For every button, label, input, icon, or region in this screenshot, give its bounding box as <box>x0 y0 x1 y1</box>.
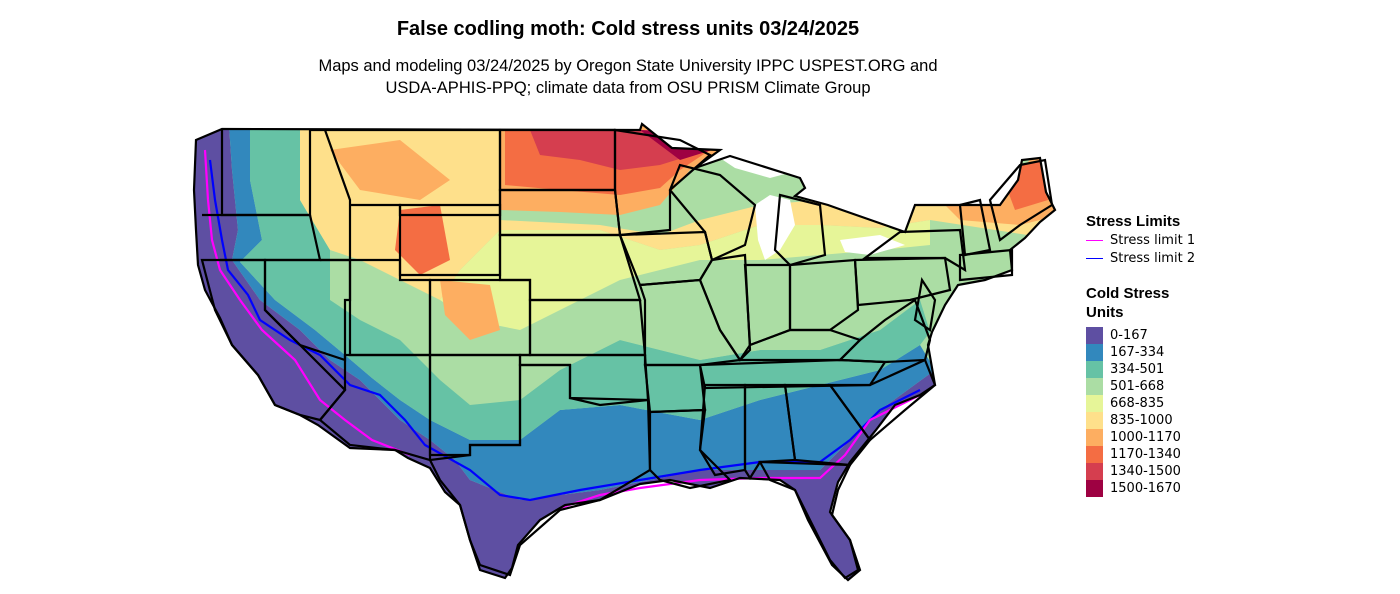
cold-stress-bin-item: 668-835 <box>1086 395 1206 412</box>
cold-stress-bin-swatch <box>1086 463 1103 480</box>
stress-limits-legend: Stress Limits Stress limit 1 Stress limit… <box>1086 212 1195 267</box>
cold-stress-bin-swatch <box>1086 429 1103 446</box>
cold-stress-bin-swatch <box>1086 344 1103 361</box>
cold-stress-bin-item: 167-334 <box>1086 344 1206 361</box>
units-title-line-1: Cold Stress <box>1086 285 1170 302</box>
cold-stress-bin-item: 1500-1670 <box>1086 480 1206 497</box>
boundary-southern-new-england <box>958 248 1014 282</box>
stress-limit-label: Stress limit 1 <box>1110 233 1196 248</box>
band-668-835 <box>440 220 930 330</box>
cold-stress-units-legend: Cold Stress Units 0-167 167-334 334-501 501… <box>1086 284 1206 497</box>
cold-stress-bin-item: 0-167 <box>1086 327 1206 344</box>
boundary-minnesota <box>613 128 712 237</box>
cold-stress-bin-item: 501-668 <box>1086 378 1206 395</box>
cold-stress-bin-label: 1170-1340 <box>1110 447 1181 462</box>
units-title-line-2: Units <box>1086 304 1124 321</box>
stress-limit-line-key <box>1086 258 1103 259</box>
cold-stress-bin-item: 1170-1340 <box>1086 446 1206 463</box>
subtitle-line-2: USDA-APHIS-PPQ; climate data from OSU PR… <box>385 79 871 97</box>
cold-stress-bin-item: 1000-1170 <box>1086 429 1206 446</box>
cold-stress-bin-swatch <box>1086 395 1103 412</box>
cold-stress-bin-label: 835-1000 <box>1110 413 1173 428</box>
cold-stress-bin-label: 1000-1170 <box>1110 430 1181 445</box>
cold-stress-bin-label: 167-334 <box>1110 345 1165 360</box>
cold-stress-bin-swatch <box>1086 361 1103 378</box>
boundary-texas <box>428 363 652 577</box>
map-subtitle: Maps and modeling 03/24/2025 by Oregon S… <box>0 55 1256 99</box>
boundary-new-york <box>861 228 967 273</box>
stress-limits-legend-title: Stress Limits <box>1086 213 1181 230</box>
cold-stress-bin-label: 0-167 <box>1110 328 1148 343</box>
band-835-1000 <box>300 124 1055 300</box>
boundary-michigan <box>773 193 827 267</box>
boundary-vermont-nh <box>958 198 992 257</box>
stress-limit-legend-item: Stress limit 1 <box>1086 232 1195 249</box>
cold-stress-bin-label: 1340-1500 <box>1110 464 1181 479</box>
cold-stress-bin-item: 334-501 <box>1086 361 1206 378</box>
band-501-668 <box>520 245 945 400</box>
cold-stress-bin-label: 334-501 <box>1110 362 1165 377</box>
cold-stress-bin-swatch <box>1086 327 1103 344</box>
cold-stress-bin-label: 501-668 <box>1110 379 1165 394</box>
state-boundaries <box>200 128 1054 580</box>
cold-stress-bin-label: 668-835 <box>1110 396 1165 411</box>
stress-limit-line-key <box>1086 240 1103 241</box>
map-title: False codling moth: Cold stress units 03… <box>396 18 860 40</box>
subtitle-line-1: Maps and modeling 03/24/2025 by Oregon S… <box>318 57 938 75</box>
boundary-tennessee <box>698 358 887 390</box>
cold-stress-bin-swatch <box>1086 446 1103 463</box>
stress-limit-label: Stress limit 2 <box>1110 251 1196 266</box>
boundary-wisconsin <box>668 163 757 262</box>
cold-stress-bin-label: 1500-1670 <box>1110 481 1181 496</box>
band-1000-1170-colorado <box>440 280 500 340</box>
band-334-501 <box>240 124 930 440</box>
boundary-ohio <box>788 258 860 332</box>
stress-limit-legend-item: Stress limit 2 <box>1086 250 1195 267</box>
band-1000-1170-mountain <box>330 140 450 200</box>
cold-stress-units-legend-title: Cold Stress Units <box>1086 284 1206 322</box>
stress-limit-1-line-west <box>203 149 411 457</box>
band-167-334 <box>228 124 935 500</box>
boundary-virginia <box>837 298 932 364</box>
cold-stress-bin-swatch <box>1086 480 1103 497</box>
cold-stress-bin-item: 1340-1500 <box>1086 463 1206 480</box>
cold-stress-units-legend-items: 0-167 167-334 334-501 501-668 668-835 835-100… <box>1086 327 1206 497</box>
cold-stress-bin-swatch <box>1086 412 1103 429</box>
band-1170-1340-rockies <box>395 205 450 275</box>
boundary-louisiana <box>648 408 733 490</box>
boundary-mississippi <box>698 383 747 477</box>
stress-limits-legend-items: Stress limit 1 Stress limit 2 <box>1086 232 1195 267</box>
lake-michigan <box>755 195 795 260</box>
boundary-new-jersey-delaware <box>913 277 937 332</box>
cold-stress-bin-swatch <box>1086 378 1103 395</box>
cold-stress-bin-item: 835-1000 <box>1086 412 1206 429</box>
